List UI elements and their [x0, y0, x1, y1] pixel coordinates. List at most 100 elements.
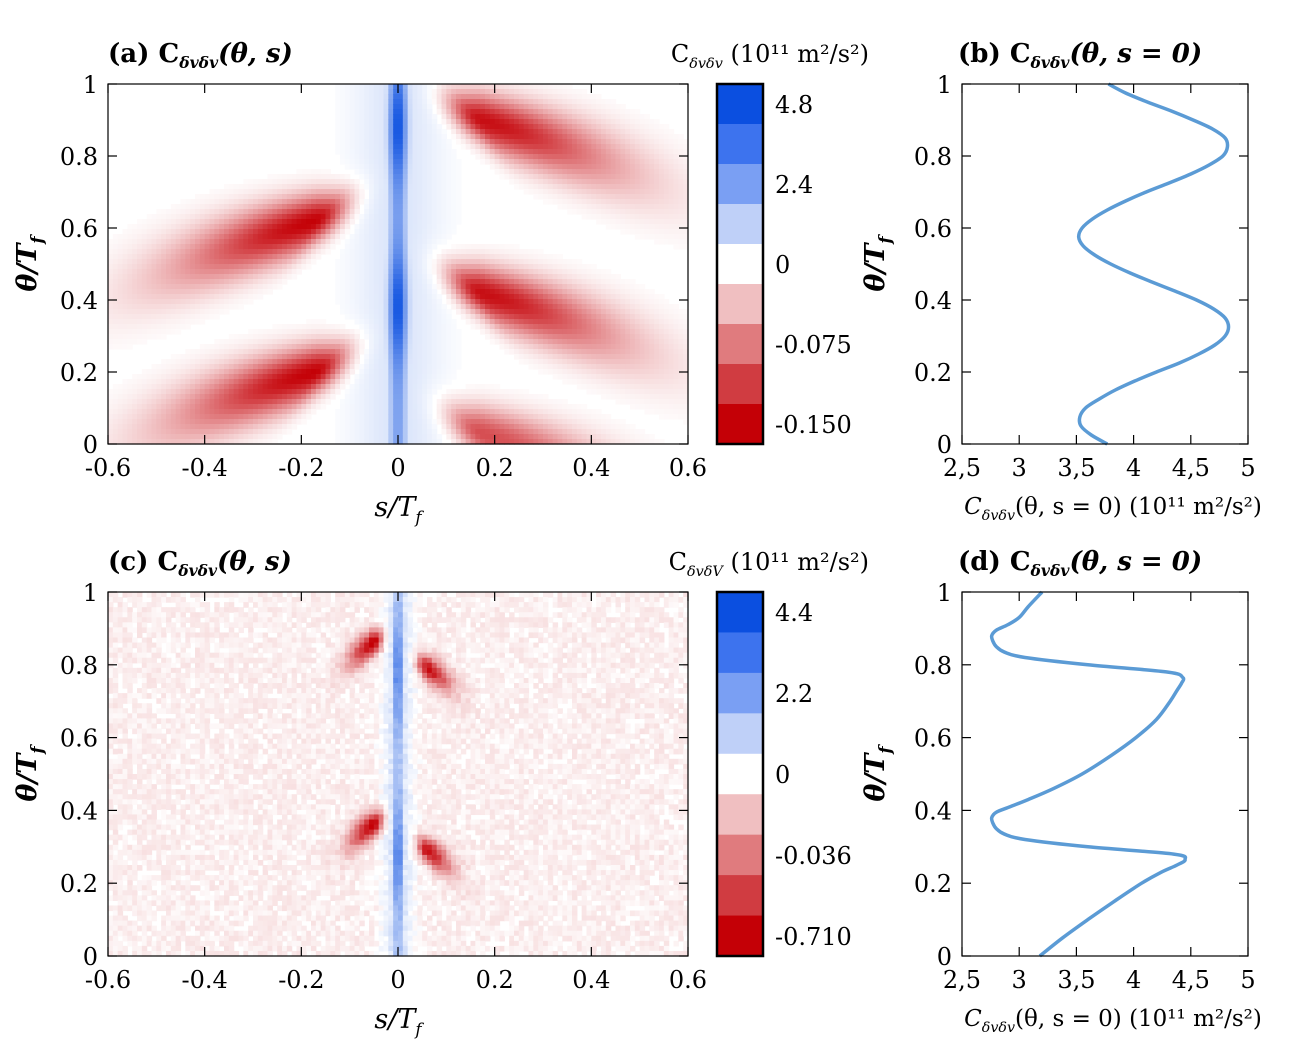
heatmap-cell: [156, 324, 162, 330]
heatmap-cell: [504, 134, 510, 140]
heatmap-cell: [567, 99, 573, 105]
heatmap-cell: [504, 294, 510, 300]
heatmap-cell: [248, 404, 254, 410]
heatmap-cell: [311, 329, 317, 335]
heatmap-cell: [543, 259, 549, 265]
heatmap-cell: [204, 369, 211, 375]
heatmap-cell: [393, 89, 399, 95]
heatmap-cell: [306, 234, 312, 240]
heatmap-cell: [325, 204, 331, 210]
heatmap-cell: [388, 414, 394, 420]
heatmap-cell: [398, 229, 404, 235]
heatmap-cell: [170, 239, 177, 245]
heatmap-cell: [349, 149, 356, 155]
heatmap-cell: [257, 224, 264, 230]
heatmap-cell: [340, 354, 346, 360]
heatmap-cell: [156, 309, 162, 315]
heatmap-cell: [470, 384, 476, 390]
heatmap-cell: [412, 169, 418, 175]
heatmap-cell: [354, 354, 360, 360]
heatmap-cell: [296, 179, 302, 185]
heatmap-cell: [407, 129, 414, 135]
heatmap-cell: [533, 174, 539, 180]
heatmap-cell: [417, 324, 423, 330]
heatmap-cell: [199, 199, 206, 205]
heatmap-cell: [146, 219, 153, 225]
heatmap-cell: [166, 209, 172, 215]
heatmap-cell: [547, 299, 554, 305]
heatmap-cell: [369, 319, 375, 325]
heatmap-cell: [209, 259, 215, 265]
heatmap-cell: [547, 269, 554, 275]
heatmap-cell: [257, 289, 264, 295]
heatmap-cell: [248, 254, 254, 260]
heatmap-cell: [112, 289, 119, 295]
heatmap-cell: [388, 149, 394, 155]
heatmap-cell: [373, 159, 380, 165]
heatmap-cell: [393, 289, 399, 295]
heatmap-cell: [349, 204, 356, 210]
heatmap-cell: [286, 184, 293, 190]
heatmap-cell: [195, 274, 201, 280]
heatmap-cell: [485, 334, 491, 340]
heatmap-cell: [190, 244, 196, 250]
heatmap-cell: [523, 184, 530, 190]
heatmap-cell: [378, 189, 385, 195]
heatmap-cell: [499, 139, 505, 145]
heatmap-cell: [344, 199, 351, 205]
heatmap-cell: [407, 149, 414, 155]
heatmap-cell: [388, 244, 394, 250]
heatmap-cell: [286, 204, 293, 210]
heatmap-cell: [291, 399, 298, 405]
heatmap-cell: [320, 374, 327, 380]
heatmap-cell: [441, 319, 447, 325]
heatmap-cell: [431, 199, 438, 205]
heatmap-cell: [320, 214, 327, 220]
heatmap-cell: [547, 94, 554, 100]
heatmap-cell: [204, 349, 211, 355]
heatmap-cell: [180, 279, 186, 285]
heatmap-cell: [291, 249, 298, 255]
heatmap-cell: [494, 309, 501, 315]
heatmap-cell: [108, 304, 114, 310]
heatmap-cell: [156, 419, 162, 425]
heatmap-cell: [359, 404, 365, 410]
heatmap-cell: [504, 144, 510, 150]
heatmap-cell: [456, 134, 462, 140]
heatmap-cell: [238, 269, 244, 275]
heatmap-cell: [407, 294, 414, 300]
heatmap-cell: [141, 384, 148, 390]
heatmap-cell: [412, 159, 418, 165]
heatmap-cell: [402, 84, 409, 90]
heatmap-cell: [378, 149, 385, 155]
heatmap-cell: [161, 369, 167, 375]
heatmap-cell: [465, 319, 472, 325]
heatmap-cell: [552, 114, 559, 120]
heatmap-cell: [489, 389, 496, 395]
heatmap-cell: [518, 109, 525, 115]
heatmap-cell: [422, 189, 428, 195]
heatmap-cell: [291, 389, 298, 395]
heatmap-cell: [402, 164, 409, 170]
heatmap-cell: [117, 339, 124, 345]
heatmap-cell: [518, 139, 525, 145]
heatmap-cell: [286, 409, 293, 415]
heatmap-cell: [518, 339, 525, 345]
heatmap-cell: [489, 114, 496, 120]
heatmap-cell: [146, 304, 153, 310]
heatmap-cell: [219, 399, 225, 405]
heatmap-cell: [470, 109, 476, 115]
heatmap-cell: [417, 349, 423, 355]
heatmap-cell: [282, 229, 288, 235]
heatmap-cell: [489, 154, 496, 160]
heatmap-cell: [499, 434, 505, 440]
heatmap-cell: [431, 349, 438, 355]
heatmap-cell: [514, 144, 520, 150]
heatmap-cell: [562, 99, 568, 105]
heatmap-cell: [523, 429, 530, 435]
heatmap-cell: [373, 254, 380, 260]
heatmap-cell: [238, 264, 244, 270]
heatmap-cell: [518, 349, 525, 355]
heatmap-cell: [320, 199, 327, 205]
heatmap-cell: [427, 309, 433, 315]
